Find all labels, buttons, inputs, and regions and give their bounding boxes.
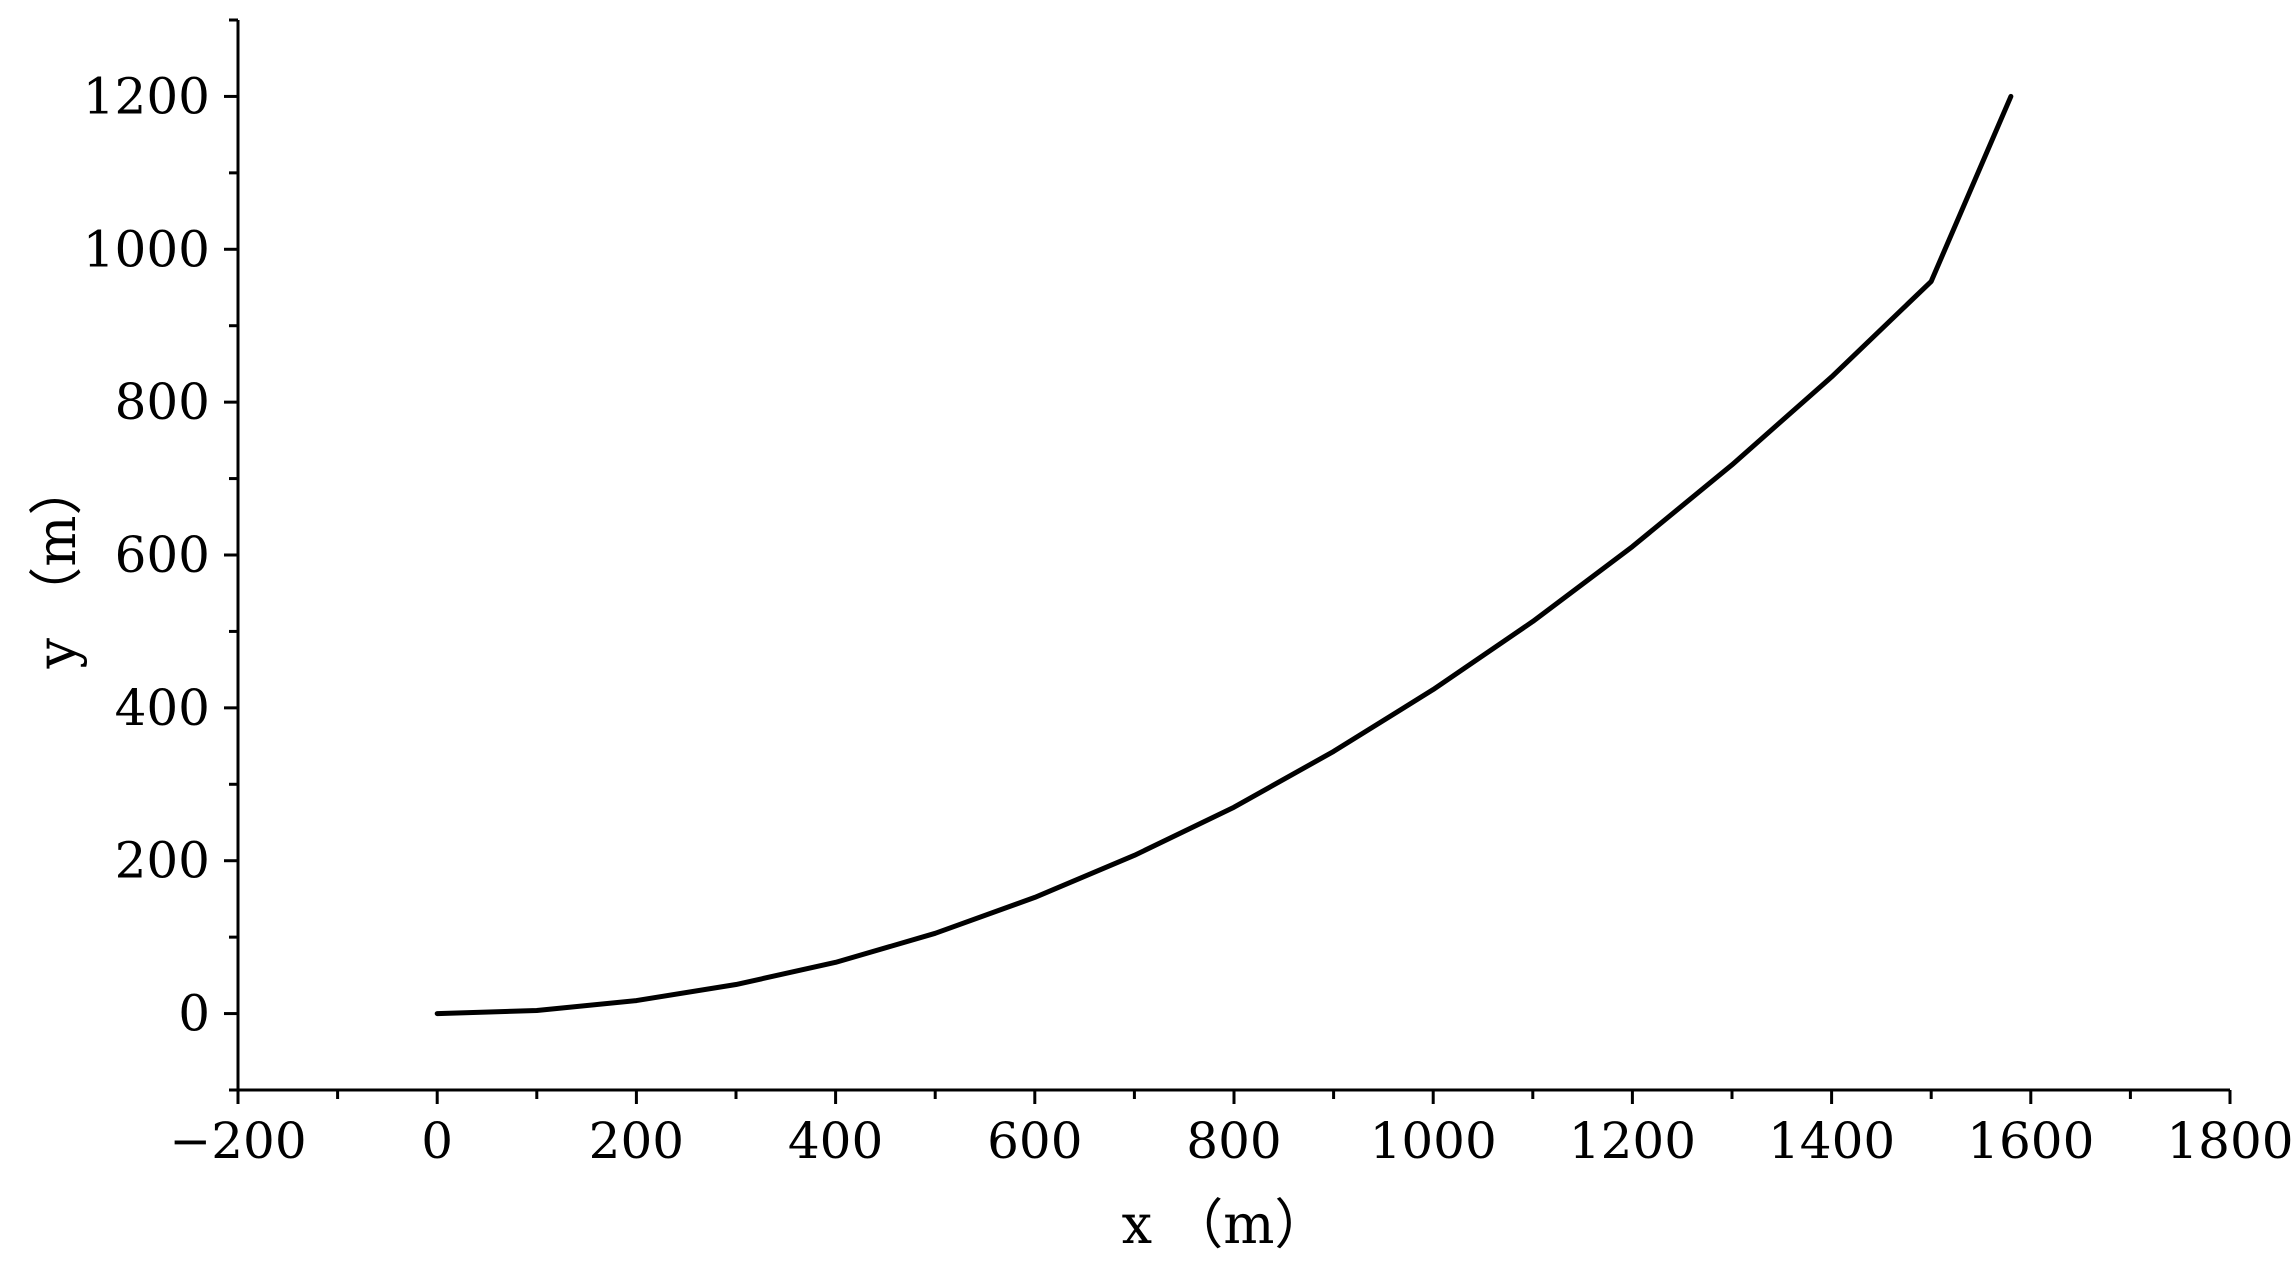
x-tick-label: 1600 <box>1967 1112 2094 1170</box>
y-tick-label: 600 <box>115 526 210 584</box>
y-tick-label: 400 <box>115 679 210 737</box>
x-tick-label: −200 <box>169 1112 306 1170</box>
y-tick-label: 0 <box>178 985 210 1043</box>
x-tick-label: 1400 <box>1768 1112 1895 1170</box>
axes <box>236 20 2230 1092</box>
x-tick-label: 200 <box>589 1112 684 1170</box>
y-tick-label: 1200 <box>83 67 210 125</box>
y-axis-title: y （m） <box>25 462 88 670</box>
y-tick-label: 800 <box>115 373 210 431</box>
y-tick-label: 1000 <box>83 220 210 278</box>
x-tick-label: 0 <box>421 1112 453 1170</box>
x-axis-title: x （m） <box>1122 1193 1329 1256</box>
x-tick-label: 400 <box>788 1112 883 1170</box>
series-group <box>434 93 2014 1017</box>
series-line <box>434 93 2014 1017</box>
x-tick-label: 800 <box>1186 1112 1281 1170</box>
y-tick-label: 200 <box>115 832 210 890</box>
x-tick-label: 1800 <box>2166 1112 2293 1170</box>
x-tick-label: 1200 <box>1569 1112 1696 1170</box>
ticks: −200 0 200 400 600 800 1000 1200 1400 1600 1800 0 20… <box>83 18 2294 1170</box>
x-tick-label: 600 <box>987 1112 1082 1170</box>
x-tick-label: 1000 <box>1370 1112 1497 1170</box>
